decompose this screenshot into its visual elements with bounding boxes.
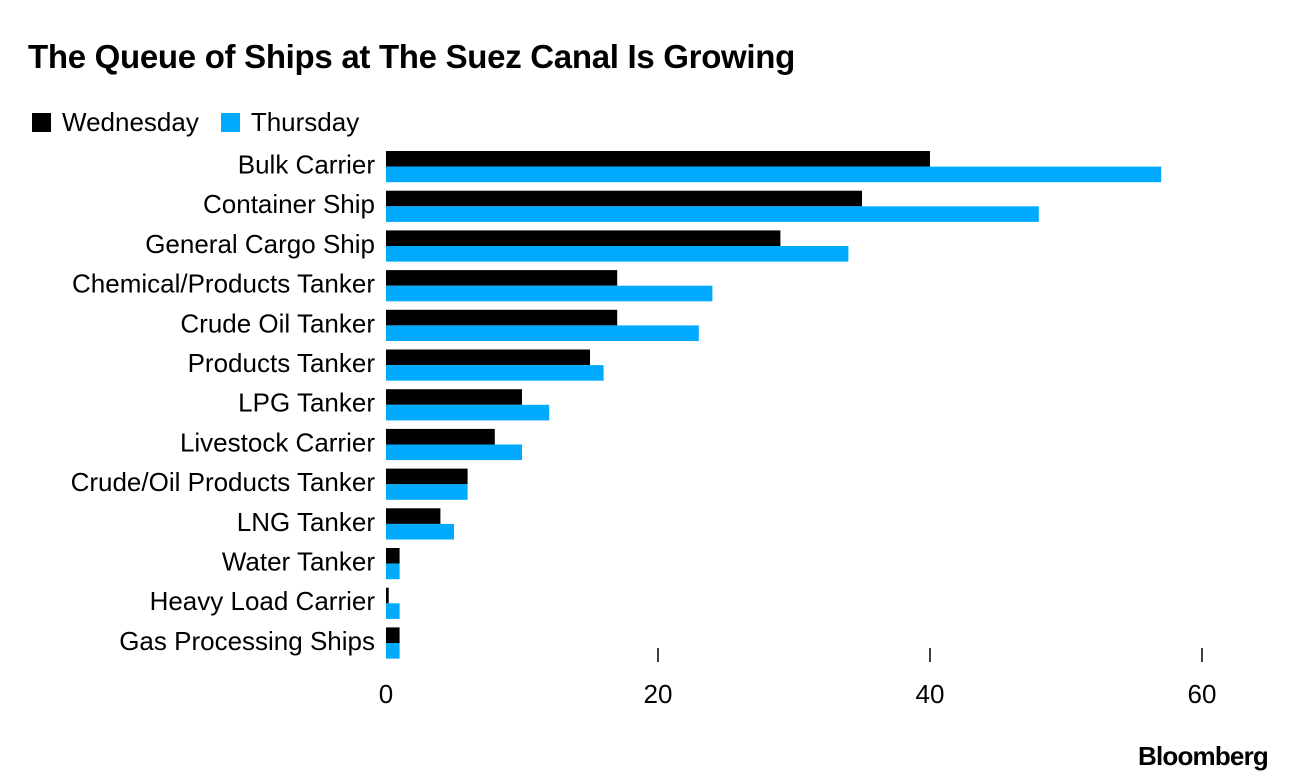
bar-wednesday-water-tanker (386, 548, 400, 564)
category-label-general-cargo-ship: General Cargo Ship (145, 229, 375, 259)
category-label-chemical-products-tanker: Chemical/Products Tanker (72, 269, 375, 299)
bloomberg-logo: Bloomberg (1137, 741, 1269, 771)
bar-wednesday-heavy-load-carrier (386, 587, 389, 604)
bar-thursday-bulk-carrier (386, 166, 1162, 183)
category-label-water-tanker: Water Tanker (222, 546, 376, 576)
chart-title: The Queue of Ships at The Suez Canal Is … (28, 38, 796, 75)
bar-thursday-crude-oil-tanker (386, 325, 699, 341)
bar-thursday-heavy-load-carrier (386, 603, 400, 619)
category-label-products-tanker: Products Tanker (188, 348, 376, 378)
category-label-gas-processing-ships: Gas Processing Ships (119, 626, 375, 656)
category-label-lng-tanker: LNG Tanker (237, 507, 376, 537)
category-label-crude-oil-products-tanker: Crude/Oil Products Tanker (71, 467, 376, 497)
bar-wednesday-container-ship (386, 190, 862, 207)
x-tick-label-20: 20 (644, 679, 673, 709)
category-label-crude-oil-tanker: Crude Oil Tanker (180, 308, 375, 338)
bar-wednesday-bulk-carrier (386, 151, 930, 167)
bar-thursday-gas-processing-ships (386, 643, 400, 659)
chart-legend: Wednesday Thursday (32, 107, 381, 137)
x-tick-label-40: 40 (916, 679, 945, 709)
legend-item-thursday: Thursday (220, 106, 360, 138)
bar-thursday-products-tanker (386, 365, 604, 381)
legend-swatch-thursday (220, 112, 240, 132)
x-tick-label-60: 60 (1188, 679, 1217, 709)
bar-wednesday-general-cargo-ship (386, 230, 781, 246)
bar-wednesday-lpg-tanker (386, 389, 522, 405)
bar-wednesday-gas-processing-ships (386, 627, 400, 643)
bar-wednesday-crude-oil-tanker (386, 309, 618, 326)
category-label-bulk-carrier: Bulk Carrier (238, 149, 376, 179)
bar-wednesday-chemical-products-tanker (386, 270, 618, 286)
category-label-livestock-carrier: Livestock Carrier (180, 427, 375, 457)
bar-thursday-general-cargo-ship (386, 246, 849, 262)
bar-thursday-lng-tanker (386, 523, 454, 540)
bar-thursday-crude-oil-products-tanker (386, 484, 468, 500)
x-tick-label-0: 0 (379, 679, 393, 709)
category-label-heavy-load-carrier: Heavy Load Carrier (150, 586, 376, 616)
bar-thursday-water-tanker (386, 563, 400, 580)
bar-wednesday-livestock-carrier (386, 428, 495, 445)
category-label-lpg-tanker: LPG Tanker (238, 388, 375, 418)
bar-thursday-livestock-carrier (386, 444, 522, 461)
bar-thursday-container-ship (386, 206, 1039, 222)
legend-label-thursday: Thursday (250, 106, 360, 137)
bar-wednesday-crude-oil-products-tanker (386, 468, 468, 485)
category-label-container-ship: Container Ship (203, 189, 375, 219)
legend-item-wednesday: Wednesday (32, 107, 199, 138)
bar-thursday-lpg-tanker (386, 404, 550, 421)
bar-wednesday-lng-tanker (386, 508, 441, 524)
bar-wednesday-products-tanker (386, 349, 590, 366)
legend-swatch-wednesday (32, 112, 51, 132)
legend-label-wednesday: Wednesday (62, 106, 199, 137)
bar-thursday-chemical-products-tanker (386, 285, 713, 302)
